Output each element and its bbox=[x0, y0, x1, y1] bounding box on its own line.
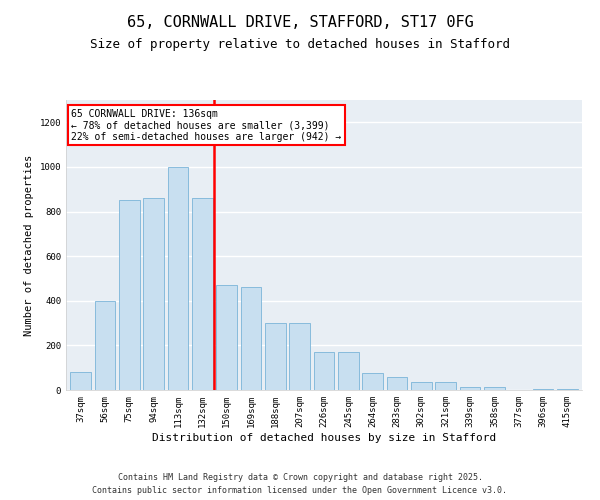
Bar bbox=[95, 301, 115, 390]
Text: Contains HM Land Registry data © Crown copyright and database right 2025.: Contains HM Land Registry data © Crown c… bbox=[118, 474, 482, 482]
Bar bbox=[216, 285, 237, 390]
Text: Contains public sector information licensed under the Open Government Licence v3: Contains public sector information licen… bbox=[92, 486, 508, 495]
Bar bbox=[143, 198, 164, 390]
Bar bbox=[241, 288, 262, 390]
Bar bbox=[314, 352, 334, 390]
Bar bbox=[484, 386, 505, 390]
Bar bbox=[460, 386, 481, 390]
Bar bbox=[436, 382, 456, 390]
Bar bbox=[192, 198, 212, 390]
Bar bbox=[167, 167, 188, 390]
Text: Size of property relative to detached houses in Stafford: Size of property relative to detached ho… bbox=[90, 38, 510, 51]
Bar bbox=[411, 382, 432, 390]
Text: 65 CORNWALL DRIVE: 136sqm
← 78% of detached houses are smaller (3,399)
22% of se: 65 CORNWALL DRIVE: 136sqm ← 78% of detac… bbox=[71, 108, 341, 142]
Bar bbox=[557, 389, 578, 390]
Bar bbox=[533, 389, 553, 390]
Bar bbox=[362, 374, 383, 390]
Y-axis label: Number of detached properties: Number of detached properties bbox=[24, 154, 34, 336]
Text: 65, CORNWALL DRIVE, STAFFORD, ST17 0FG: 65, CORNWALL DRIVE, STAFFORD, ST17 0FG bbox=[127, 15, 473, 30]
Bar bbox=[70, 372, 91, 390]
Bar bbox=[265, 323, 286, 390]
X-axis label: Distribution of detached houses by size in Stafford: Distribution of detached houses by size … bbox=[152, 432, 496, 442]
Bar bbox=[119, 200, 140, 390]
Bar bbox=[289, 323, 310, 390]
Bar bbox=[338, 352, 359, 390]
Bar bbox=[386, 376, 407, 390]
